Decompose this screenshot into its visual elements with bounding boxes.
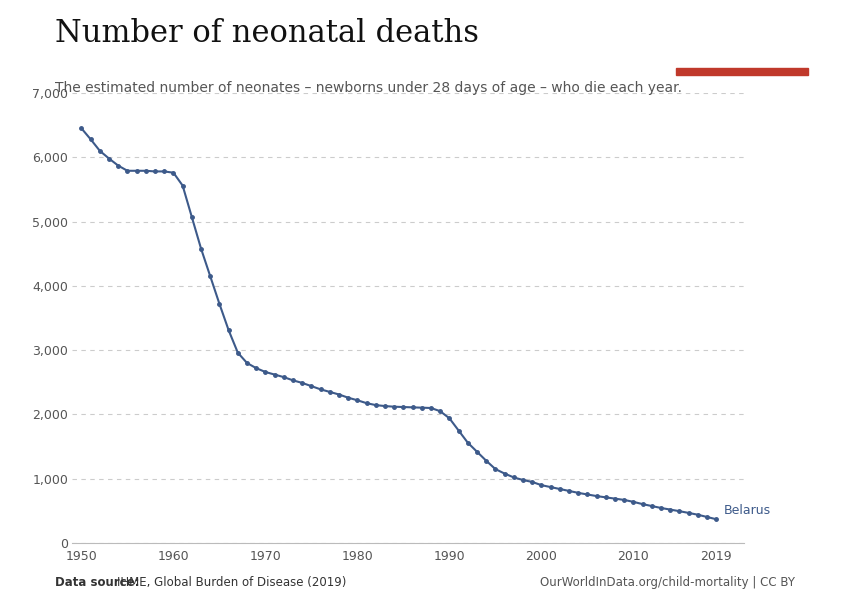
- Text: Belarus: Belarus: [723, 504, 771, 517]
- Bar: [676, 68, 807, 75]
- Text: The estimated number of neonates – newborns under 28 days of age – who die each : The estimated number of neonates – newbo…: [55, 81, 683, 95]
- Text: Number of neonatal deaths: Number of neonatal deaths: [55, 18, 479, 49]
- Text: in Data: in Data: [717, 47, 766, 60]
- Text: Our World: Our World: [708, 26, 775, 40]
- Text: OurWorldInData.org/child-mortality | CC BY: OurWorldInData.org/child-mortality | CC …: [540, 576, 795, 589]
- Text: Data source:: Data source:: [55, 576, 144, 589]
- Text: IHME, Global Burden of Disease (2019): IHME, Global Burden of Disease (2019): [117, 576, 347, 589]
